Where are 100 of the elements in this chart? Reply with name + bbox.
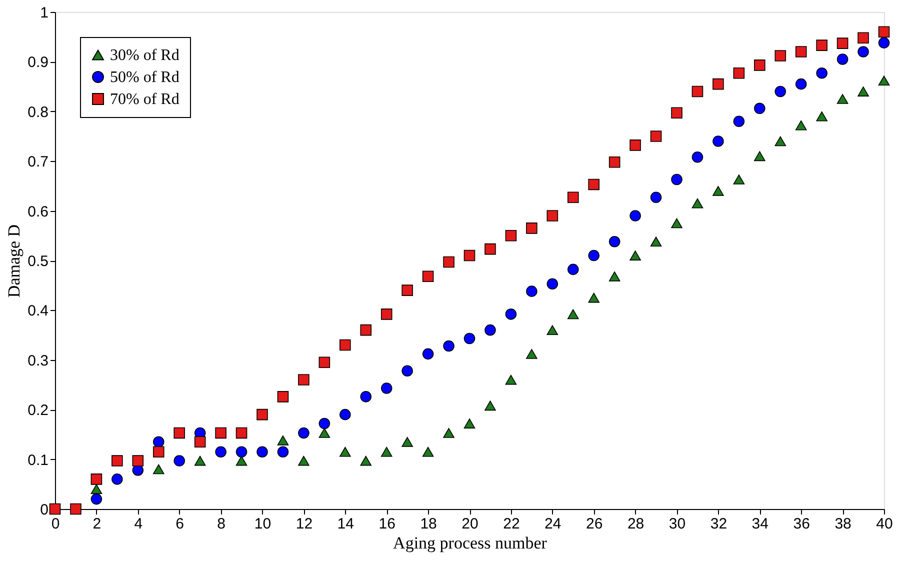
point xyxy=(650,130,662,142)
x-tick-label: 34 xyxy=(752,516,768,532)
point xyxy=(443,340,454,352)
point xyxy=(733,174,745,184)
point xyxy=(505,374,517,385)
point xyxy=(422,348,434,360)
point xyxy=(567,309,579,320)
point xyxy=(90,474,102,485)
legend-label: 70% of Rd xyxy=(110,91,180,108)
x-tick-label: 2 xyxy=(92,516,102,532)
x-tick-label: 22 xyxy=(503,516,520,532)
point xyxy=(360,456,372,466)
point xyxy=(194,456,206,466)
x-tick-label: 4 xyxy=(134,516,143,532)
x-tick-label: 26 xyxy=(586,516,603,532)
point xyxy=(422,446,434,457)
point xyxy=(608,156,620,168)
point xyxy=(340,446,351,457)
point xyxy=(858,32,869,44)
y-tick-label: 0.1 xyxy=(28,452,48,469)
point xyxy=(754,151,766,162)
point xyxy=(298,427,310,439)
point xyxy=(256,408,268,420)
point xyxy=(90,493,102,505)
point xyxy=(505,308,517,320)
x-tick-label: 12 xyxy=(296,516,313,532)
point xyxy=(567,264,579,276)
point xyxy=(588,178,600,190)
point xyxy=(526,286,538,297)
point xyxy=(298,456,310,466)
y-tick-label: 0.8 xyxy=(28,104,48,121)
point xyxy=(733,67,745,79)
x-tick-label: 24 xyxy=(544,516,562,532)
point xyxy=(318,418,330,430)
point xyxy=(464,418,476,428)
point xyxy=(650,192,662,204)
point xyxy=(443,256,454,268)
point xyxy=(112,474,123,485)
point xyxy=(671,107,682,119)
point xyxy=(505,230,517,242)
point xyxy=(754,60,766,71)
point xyxy=(277,391,289,402)
point xyxy=(588,292,600,303)
point xyxy=(340,408,351,420)
y-tick-label: 0.5 xyxy=(28,253,48,270)
point xyxy=(712,186,724,196)
x-tick-label: 30 xyxy=(668,516,686,532)
point xyxy=(215,446,226,458)
point xyxy=(858,46,869,58)
point xyxy=(816,111,828,122)
x-tick-label: 40 xyxy=(876,516,893,532)
point xyxy=(546,278,558,290)
y-tick-label: 0.4 xyxy=(28,302,48,320)
x-axis-title: Aging process number xyxy=(393,534,548,552)
point xyxy=(546,325,558,336)
point xyxy=(298,374,310,386)
x-tick-label: 28 xyxy=(627,516,644,532)
point xyxy=(152,464,164,474)
point xyxy=(630,250,641,260)
point xyxy=(588,250,600,262)
point xyxy=(795,120,807,130)
point xyxy=(70,503,82,515)
point xyxy=(112,455,123,466)
point xyxy=(671,218,682,228)
point xyxy=(236,427,248,439)
point xyxy=(692,198,704,208)
point xyxy=(152,436,164,448)
point xyxy=(484,400,496,411)
legend-label: 50% of Rd xyxy=(110,69,180,86)
y-tick-label: 0.6 xyxy=(28,203,48,220)
point xyxy=(402,284,413,296)
point xyxy=(858,86,869,96)
point xyxy=(90,484,102,494)
x-tick-label: 14 xyxy=(337,516,354,532)
point xyxy=(816,67,828,79)
x-tick-label: 8 xyxy=(217,516,226,532)
x-tick-label: 16 xyxy=(378,516,396,532)
point xyxy=(630,140,641,151)
point xyxy=(836,54,848,65)
y-tick-label: 0.2 xyxy=(28,402,48,420)
point xyxy=(795,78,807,90)
point xyxy=(836,94,848,104)
point xyxy=(402,436,413,447)
point xyxy=(380,382,392,394)
point xyxy=(712,78,724,90)
x-tick-label: 10 xyxy=(254,516,272,532)
point xyxy=(194,436,206,448)
point xyxy=(484,243,496,255)
point xyxy=(443,428,454,438)
point xyxy=(422,270,434,282)
point xyxy=(608,236,620,248)
point xyxy=(816,40,828,51)
y-tick-label: 0.9 xyxy=(28,54,48,72)
point xyxy=(277,446,289,458)
x-tick-label: 32 xyxy=(710,516,728,532)
point xyxy=(49,503,61,515)
point xyxy=(650,236,662,247)
point xyxy=(733,116,745,127)
point xyxy=(526,222,538,234)
point xyxy=(236,456,248,466)
